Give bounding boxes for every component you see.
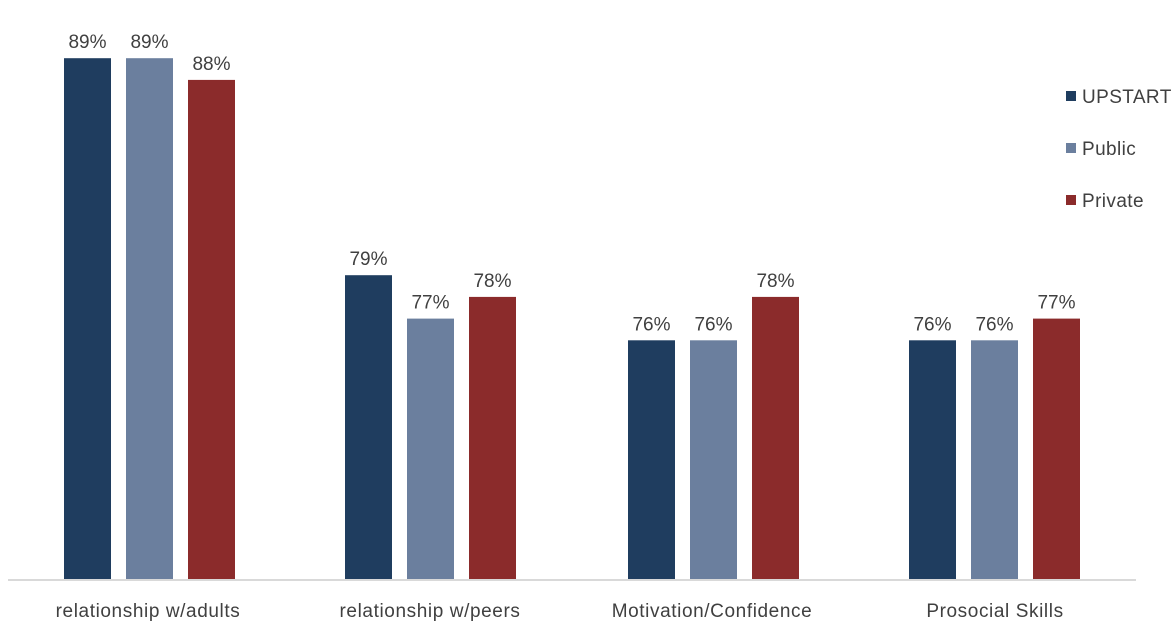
value-labels-group: 89% 89% 88% 79% 77% 78% 76% 76% 78% 76% 76% 77% — [68, 32, 1075, 335]
legend: UPSTART Public Private — [1066, 87, 1172, 212]
category-label-1: relationship w/adults — [56, 601, 241, 621]
value-label-private-2: 78% — [473, 271, 511, 292]
bar-private-2 — [469, 296, 516, 579]
bars-group — [64, 58, 1080, 580]
legend-label-public: Public — [1082, 139, 1136, 160]
category-label-2: relationship w/peers — [340, 601, 521, 621]
bar-upstart-3 — [628, 340, 675, 579]
bar-public-1 — [126, 58, 173, 579]
value-label-private-1: 88% — [192, 54, 230, 75]
bar-private-1 — [188, 79, 235, 580]
value-label-upstart-3: 76% — [632, 314, 670, 335]
legend-swatch-public — [1066, 143, 1076, 153]
bar-private-4 — [1033, 318, 1080, 579]
legend-swatch-upstart — [1066, 91, 1076, 101]
category-label-3: Motivation/Confidence — [612, 601, 813, 621]
value-label-public-2: 77% — [411, 293, 449, 314]
bar-public-2 — [407, 318, 454, 579]
value-label-public-4: 76% — [975, 314, 1013, 335]
legend-label-private: Private — [1082, 191, 1144, 212]
bar-public-3 — [690, 340, 737, 579]
bar-upstart-2 — [345, 275, 392, 579]
value-label-upstart-2: 79% — [349, 249, 387, 270]
category-label-4: Prosocial Skills — [926, 601, 1063, 621]
bar-upstart-1 — [64, 58, 111, 579]
value-label-private-4: 77% — [1037, 293, 1075, 314]
value-label-upstart-4: 76% — [913, 314, 951, 335]
value-label-public-1: 89% — [130, 32, 168, 53]
bar-upstart-4 — [909, 340, 956, 579]
bar-private-3 — [752, 296, 799, 579]
value-label-private-3: 78% — [756, 271, 794, 292]
value-label-upstart-1: 89% — [68, 32, 106, 53]
legend-label-upstart: UPSTART — [1082, 87, 1172, 108]
bar-public-4 — [971, 340, 1018, 579]
category-labels-group: relationship w/adults relationship w/peer… — [56, 601, 1063, 621]
value-label-public-3: 76% — [694, 314, 732, 335]
legend-swatch-private — [1066, 195, 1076, 205]
